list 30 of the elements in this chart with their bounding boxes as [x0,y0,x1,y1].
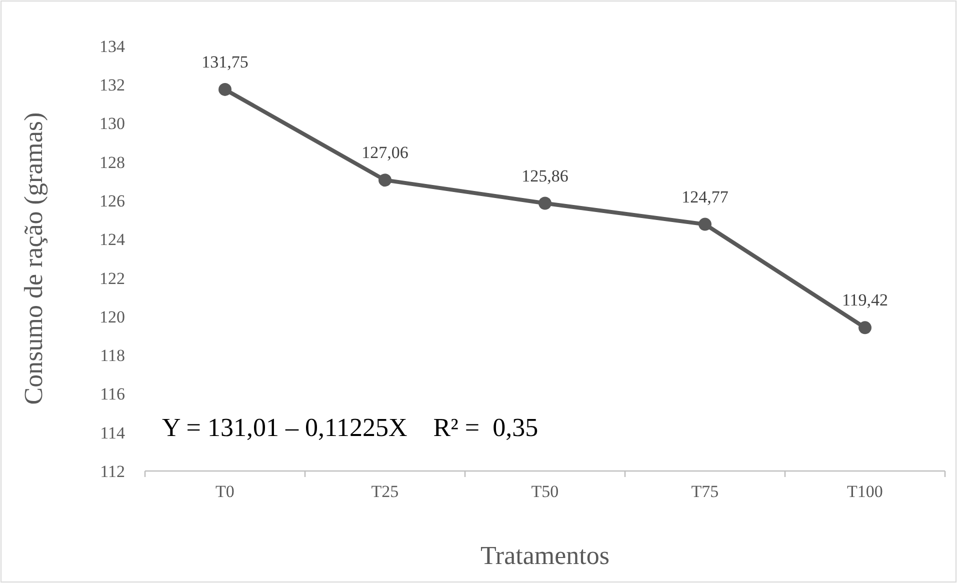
y-tick-label: 112 [100,462,125,481]
x-axis-title: Tratamentos [480,541,610,570]
data-label: 125,86 [522,166,568,186]
x-tick-label: T100 [847,482,883,501]
data-label: 124,77 [682,187,729,206]
y-tick-label: 132 [100,76,125,95]
y-tick-label: 122 [100,268,125,288]
annotation: Y = 131,01 – 0,11225X R² = 0,35 [162,413,538,442]
x-tick-label: T0 [216,482,234,501]
y-tick-label: 126 [100,191,125,210]
y-tick-label: 118 [100,346,125,366]
y-tick-label: 116 [100,384,125,404]
x-tick-label: T75 [691,482,719,501]
y-tick-label: 114 [100,423,126,442]
data-label: 119,42 [842,290,888,310]
data-label: 131,75 [202,52,248,72]
x-tick-label: T50 [531,482,559,501]
y-axis-title: Consumo de ração (gramas) [19,112,48,405]
point [538,196,552,210]
point [858,321,872,334]
y-tick-label: 120 [100,307,125,326]
point [378,174,392,187]
data-label: 127,06 [362,143,408,162]
y-tick-label: 128 [100,152,125,172]
y-tick-label: 130 [100,114,125,134]
y-tick-label: 134 [100,36,126,56]
point [698,218,712,231]
point [218,82,232,96]
y-tick-label: 124 [100,230,126,250]
x-tick-label: T25 [371,482,399,501]
